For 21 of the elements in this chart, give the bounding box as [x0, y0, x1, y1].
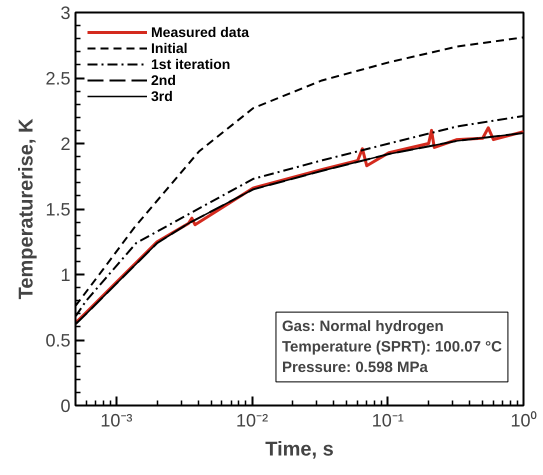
x-tick-label: 10⁻³ — [100, 410, 132, 430]
legend-label: Measured data — [151, 24, 250, 40]
y-tick-label: 0.5 — [45, 330, 71, 350]
annotation: Temperature (SPRT): 100.07 °C — [282, 338, 502, 356]
x-tick-label: 10⁻¹ — [372, 410, 404, 430]
y-tick-label: 0 — [60, 396, 71, 416]
y-tick-label: 2.5 — [45, 68, 71, 88]
annotation: Gas: Normal hydrogen — [282, 318, 444, 336]
y-tick-label: 1.5 — [45, 200, 71, 220]
annotation: Pressure: 0.598 MPa — [282, 358, 429, 376]
y-tick-label: 3 — [60, 3, 71, 23]
legend-label: 2nd — [151, 72, 176, 88]
x-tick-label: 10⁰ — [510, 410, 537, 430]
x-tick-label: 10⁻² — [236, 410, 268, 430]
legend-label: 1st iteration — [151, 56, 230, 72]
legend-label: Initial — [151, 40, 188, 56]
y-tick-label: 2 — [60, 134, 71, 154]
y-tick-label: 1 — [60, 265, 71, 285]
y-axis-title: Temperaturerise, K — [15, 118, 38, 300]
x-axis-title: Time, s — [265, 438, 334, 460]
legend-label: 3rd — [151, 88, 173, 104]
